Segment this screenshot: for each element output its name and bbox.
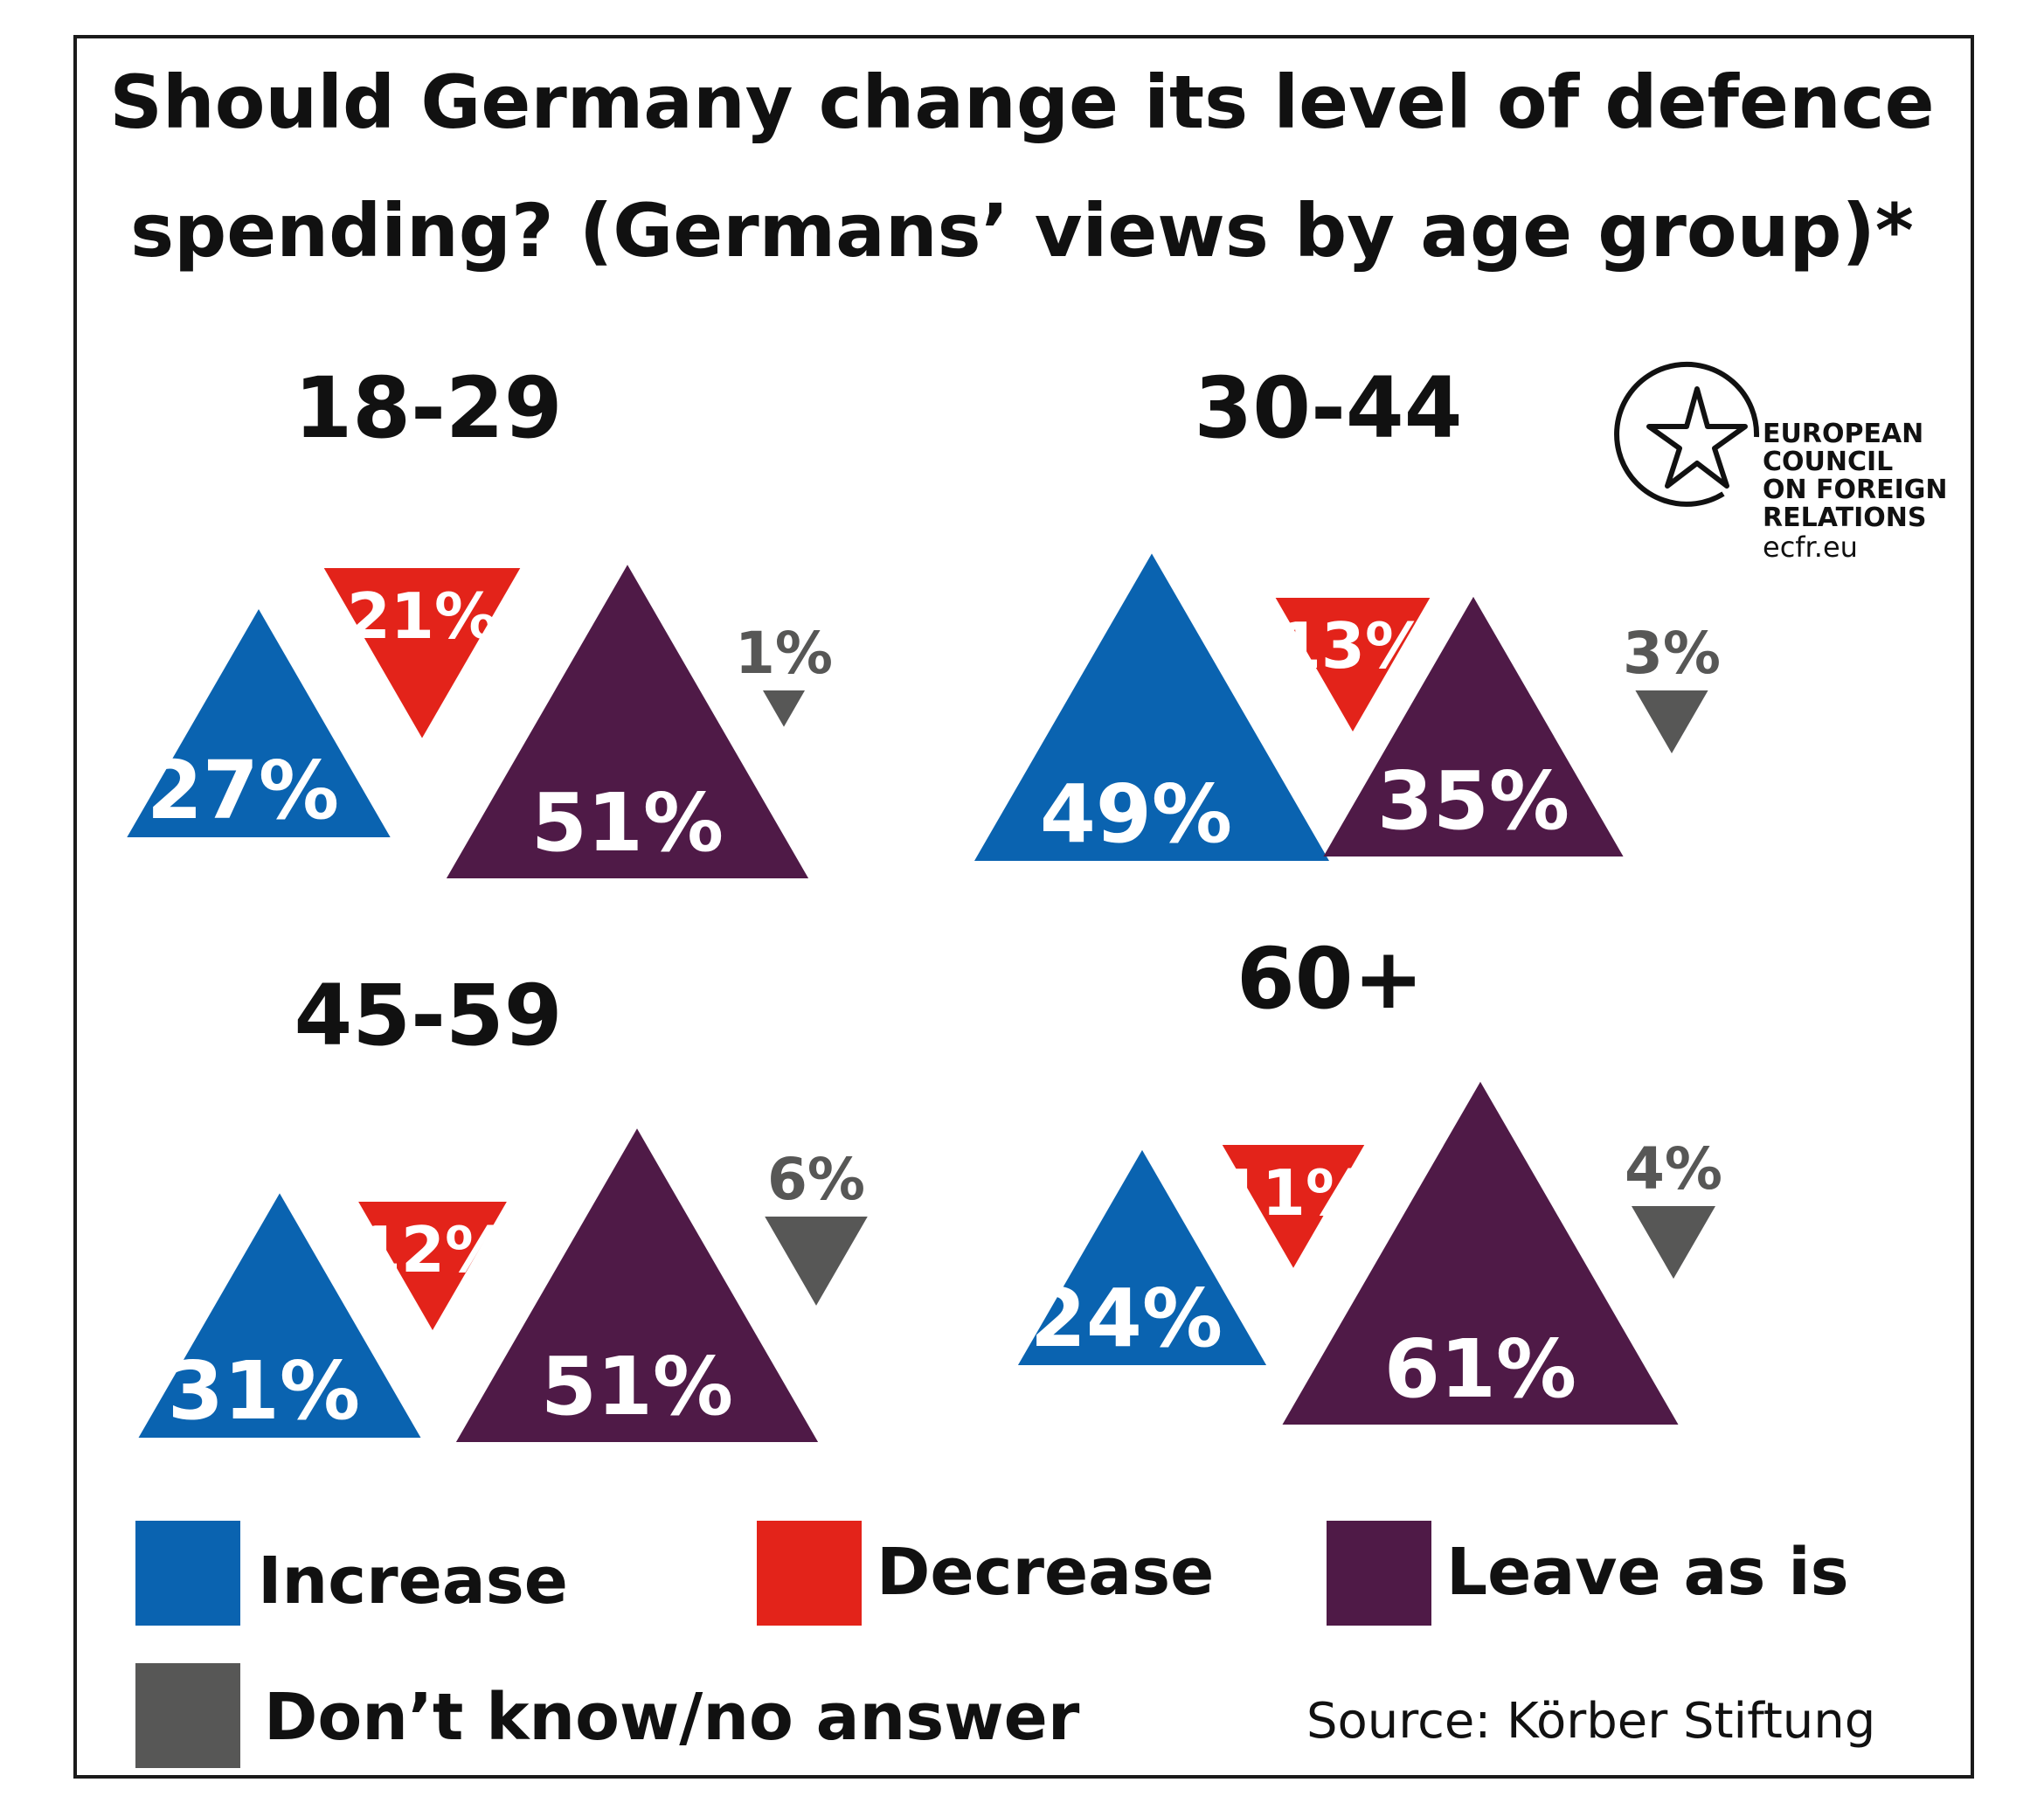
increase-value-45-59: 31%: [168, 1344, 360, 1438]
dont-know-triangle-60-plus: [1632, 1206, 1715, 1280]
group-title-18-29: 18-29: [294, 359, 562, 457]
increase-triangle-60-plus: [1017, 1149, 1267, 1365]
dont-know-value-18-29: 1%: [735, 620, 833, 687]
logo-line-2: COUNCIL: [1763, 447, 1894, 477]
leave-triangle-60-plus: [1282, 1081, 1679, 1425]
decrease-triangle-30-44: [1275, 598, 1431, 732]
dont-know-value-30-44: 3%: [1623, 620, 1721, 687]
decrease-value-18-29: 21%: [347, 579, 497, 653]
ecfr-logo: EUROPEAN COUNCIL ON FOREIGN RELATIONS ec…: [1592, 323, 1948, 577]
group-title-45-59: 45-59: [294, 967, 562, 1065]
logo-line-3: ON FOREIGN: [1763, 475, 1948, 505]
decrease-triangle-45-59: [358, 1202, 507, 1330]
legend-label-decrease: Decrease: [876, 1535, 1215, 1610]
ecfr-star-circle-icon: [1614, 361, 1760, 507]
increase-triangle-45-59: [138, 1193, 421, 1438]
legend-label-increase: Increase: [258, 1543, 568, 1619]
dont-know-value-45-59: 6%: [767, 1146, 865, 1213]
group-title-60-plus: 60+: [1237, 930, 1424, 1028]
decrease-triangle-60-plus: [1222, 1145, 1365, 1268]
increase-value-18-29: 27%: [147, 744, 339, 837]
chart-title-line-2: spending? (Germans’ views by age group)*: [130, 188, 1914, 274]
legend-label-leave: Leave as is: [1446, 1535, 1849, 1610]
increase-triangle-18-29: [127, 609, 391, 837]
leave-value-30-44: 35%: [1377, 754, 1569, 848]
logo-line-1: EUROPEAN: [1763, 419, 1924, 449]
leave-triangle-18-29: [446, 565, 809, 878]
logo-url: ecfr.eu: [1763, 531, 1858, 564]
legend-swatch-increase: [135, 1521, 240, 1626]
leave-value-45-59: 51%: [541, 1340, 733, 1433]
dont-know-triangle-30-44: [1635, 690, 1708, 753]
leave-triangle-30-44: [1323, 596, 1624, 856]
decrease-value-45-59: 12%: [357, 1213, 508, 1286]
legend-label-dont-know: Don’t know/no answer: [264, 1680, 1080, 1755]
chart-title-line-1: Should Germany change its level of defen…: [109, 59, 1935, 145]
group-title-30-44: 30-44: [1194, 359, 1462, 457]
logo-line-4: RELATIONS: [1763, 503, 1927, 533]
leave-value-60-plus: 61%: [1384, 1322, 1576, 1416]
source-note: Source: Körber Stiftung: [1306, 1693, 1876, 1750]
dont-know-triangle-18-29: [763, 690, 805, 727]
legend-swatch-decrease: [757, 1521, 862, 1626]
leave-triangle-45-59: [455, 1128, 819, 1442]
legend-swatch-dont-know: [135, 1663, 240, 1768]
decrease-value-60-plus: 11%: [1218, 1156, 1368, 1230]
decrease-triangle-18-29: [323, 568, 521, 739]
dont-know-value-60-plus: 4%: [1625, 1135, 1722, 1203]
legend-swatch-leave: [1327, 1521, 1431, 1626]
decrease-value-30-44: 13%: [1278, 609, 1428, 683]
increase-triangle-30-44: [974, 553, 1329, 861]
chart-frame: [73, 35, 1974, 1779]
increase-value-60-plus: 24%: [1030, 1272, 1223, 1365]
leave-value-18-29: 51%: [531, 776, 724, 870]
dont-know-triangle-45-59: [765, 1217, 868, 1306]
increase-value-30-44: 49%: [1040, 767, 1232, 861]
